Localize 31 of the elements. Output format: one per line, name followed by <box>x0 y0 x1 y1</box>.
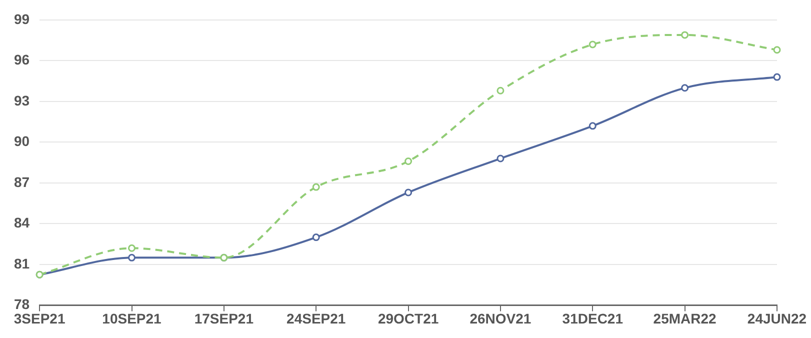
y-tick-label: 93 <box>14 92 30 108</box>
x-tick-label: 25MAR22 <box>653 310 717 326</box>
point <box>681 31 689 39</box>
y-tick-label: 90 <box>14 133 30 150</box>
x-tick-label: 3SEP21 <box>14 310 66 326</box>
x-tick-label: 26NOV21 <box>470 310 532 326</box>
x-tick-label: 31DEC21 <box>562 310 624 326</box>
x-tick-label: 29OCT21 <box>378 310 439 326</box>
x-tick-label: 17SEP21 <box>194 310 254 326</box>
point <box>588 40 596 48</box>
point <box>312 183 320 191</box>
x-tick-label: 24JUN22 <box>747 310 807 326</box>
point <box>128 254 136 262</box>
y-tick-label: 87 <box>14 174 30 190</box>
point <box>773 73 781 81</box>
point <box>312 234 320 242</box>
point <box>496 86 504 94</box>
point <box>681 84 689 92</box>
y-tick-label: 96 <box>14 52 30 68</box>
y-tick-label: 99 <box>14 10 30 27</box>
point <box>404 188 412 196</box>
y-tick-label: 84 <box>14 214 30 231</box>
point <box>773 46 781 54</box>
point <box>588 122 596 130</box>
x-tick-label: 10SEP21 <box>102 310 162 326</box>
y-tick-label: 81 <box>14 255 30 272</box>
point <box>496 154 504 162</box>
point <box>404 157 412 165</box>
x-tick-label: 24SEP21 <box>286 310 346 326</box>
point <box>128 244 136 252</box>
y-tick-label: 78 <box>14 296 30 312</box>
